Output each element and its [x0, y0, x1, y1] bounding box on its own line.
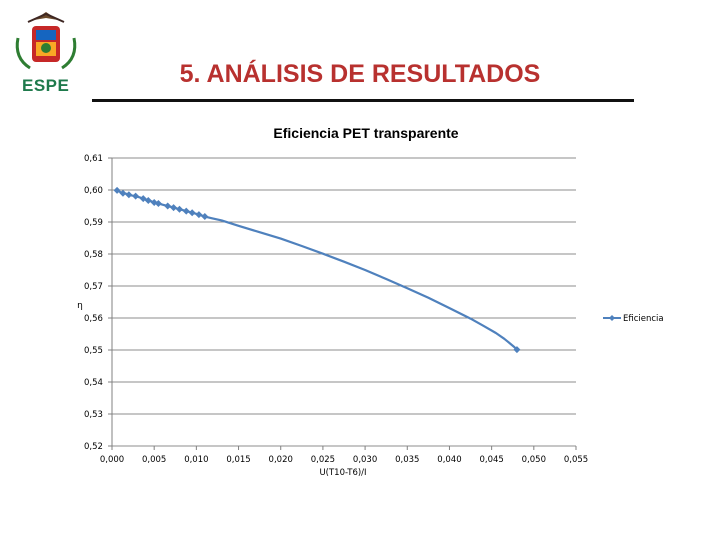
x-tick-label: 0,010: [184, 455, 208, 465]
legend: Eficiencia: [603, 314, 664, 324]
x-tick-label: 0,005: [142, 455, 166, 465]
data-point-marker: [113, 186, 121, 194]
y-tick-label: 0,59: [84, 218, 103, 228]
y-tick-label: 0,54: [84, 378, 103, 388]
y-tick-label: 0,55: [84, 346, 103, 356]
chart-title: Eficiencia PET transparente: [273, 125, 458, 141]
chart-grid: [112, 157, 576, 447]
data-point-marker: [164, 202, 172, 210]
y-tick-label: 0,60: [84, 186, 103, 196]
title-underline: [92, 99, 634, 102]
x-axis-label: U(T10-T6)/I: [319, 468, 366, 478]
x-tick-label: 0,045: [479, 455, 503, 465]
x-tick-label: 0,055: [564, 455, 588, 465]
y-tick-label: 0,57: [84, 282, 103, 292]
x-tick-label: 0,025: [311, 455, 335, 465]
y-tick-label: 0,61: [84, 154, 103, 164]
espe-coat-of-arms-logo: [15, 12, 77, 70]
espe-logo-text: ESPE: [22, 76, 70, 95]
data-point-marker: [144, 197, 152, 205]
y-axis-label: η: [77, 301, 83, 311]
y-tick-label: 0,58: [84, 250, 103, 260]
data-point-marker: [170, 204, 178, 212]
x-tick-label: 0,000: [100, 455, 124, 465]
x-tick-label: 0,050: [522, 455, 546, 465]
data-point-marker: [195, 211, 203, 219]
data-point-marker: [201, 213, 209, 221]
series-line-eficiencia: [116, 189, 518, 351]
legend-marker: [609, 315, 615, 321]
x-tick-label: 0,020: [269, 455, 293, 465]
y-tick-label: 0,53: [84, 410, 103, 420]
x-tick-label: 0,035: [395, 455, 419, 465]
slide-title: 5. ANÁLISIS DE RESULTADOS: [179, 60, 541, 88]
x-axis-ticks: 0,000 0,005 0,010 0,015 0,020 0,025 0,030 0,035…: [100, 446, 588, 465]
data-point-marker: [119, 189, 127, 197]
legend-label: Eficiencia: [623, 314, 664, 324]
data-point-marker: [175, 205, 183, 213]
x-tick-label: 0,040: [437, 455, 461, 465]
y-tick-label: 0,52: [84, 442, 103, 452]
x-tick-label: 0,030: [353, 455, 377, 465]
data-point-marker: [132, 192, 140, 200]
data-point-marker: [188, 209, 196, 217]
y-axis-ticks: 0,61 0,60 0,59 0,58 0,57 0,56 0,55 0,54 0,53 0,52: [84, 154, 112, 452]
series-group: [113, 186, 521, 354]
y-tick-label: 0,56: [84, 314, 103, 324]
x-tick-label: 0,015: [226, 455, 250, 465]
data-point-marker: [154, 199, 162, 207]
data-point-marker: [182, 207, 190, 215]
data-point-marker: [513, 346, 521, 354]
data-point-marker: [125, 191, 133, 199]
